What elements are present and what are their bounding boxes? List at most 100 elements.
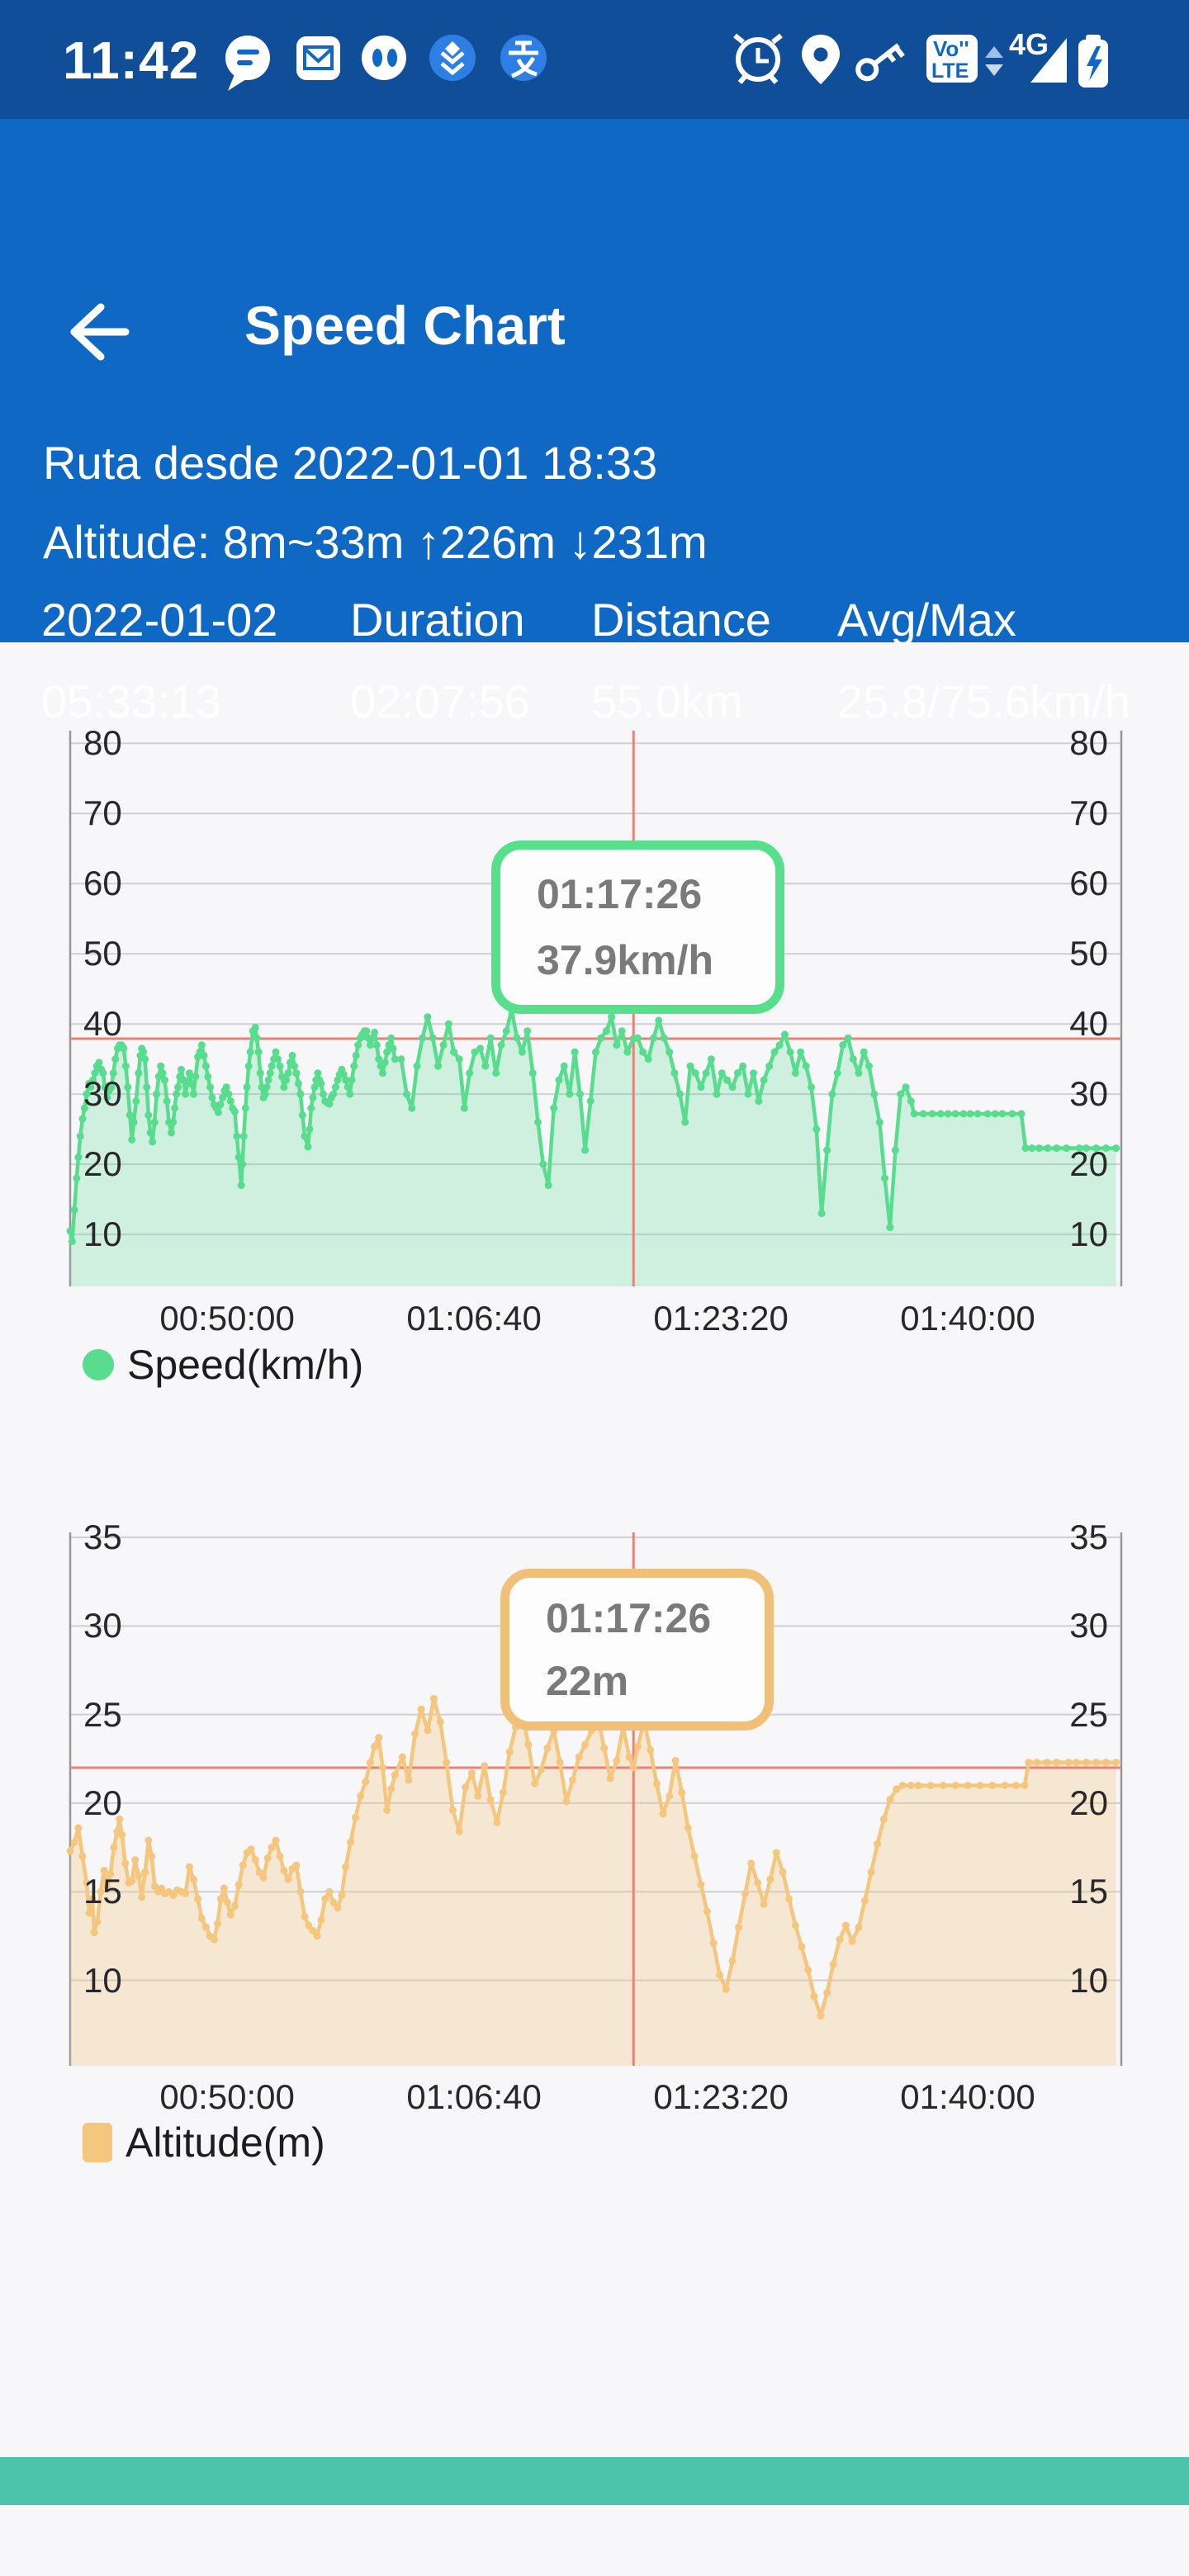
data-point bbox=[492, 1069, 500, 1077]
data-point bbox=[201, 1923, 210, 1931]
data-point bbox=[964, 1782, 972, 1789]
data-point bbox=[163, 1097, 171, 1106]
data-point bbox=[387, 1034, 396, 1042]
altitude-legend-label: Altitude(m) bbox=[126, 2119, 325, 2166]
data-point bbox=[1053, 1144, 1061, 1153]
data-point bbox=[239, 1132, 248, 1140]
data-point bbox=[103, 1093, 111, 1101]
battery-icon bbox=[1078, 35, 1108, 88]
data-point bbox=[301, 1912, 309, 1920]
data-point bbox=[486, 1796, 495, 1804]
data-point bbox=[87, 1083, 95, 1091]
data-point bbox=[417, 1705, 425, 1713]
data-point bbox=[1017, 1110, 1026, 1118]
data-point bbox=[241, 1104, 249, 1112]
data-point bbox=[223, 1898, 231, 1906]
data-point bbox=[383, 1807, 391, 1814]
data-point bbox=[173, 1090, 181, 1098]
data-point bbox=[201, 1062, 210, 1070]
stat-distance: Distance 55.0km bbox=[591, 593, 946, 728]
data-point bbox=[770, 1048, 779, 1056]
data-point bbox=[817, 1210, 826, 1218]
data-point bbox=[190, 1090, 197, 1098]
data-point bbox=[100, 1867, 108, 1874]
data-point bbox=[97, 1887, 105, 1896]
data-point bbox=[200, 1051, 208, 1059]
data-point bbox=[455, 1055, 463, 1063]
data-point bbox=[744, 1090, 752, 1098]
data-point bbox=[1073, 1759, 1081, 1767]
data-point bbox=[944, 1110, 952, 1118]
data-point bbox=[352, 1813, 360, 1821]
speed-legend: Speed(km/h) bbox=[83, 1341, 363, 1389]
data-point bbox=[849, 1055, 857, 1063]
data-point bbox=[455, 1827, 463, 1835]
app-bar: Speed Chart Ruta desde 2022-01-01 18:33 … bbox=[0, 119, 1189, 727]
speed-tooltip-value: 37.9km/h bbox=[537, 937, 714, 983]
data-point bbox=[368, 1034, 377, 1042]
speed-area-fill bbox=[70, 1010, 1116, 1286]
data-point bbox=[723, 1076, 732, 1084]
data-point bbox=[718, 1069, 726, 1077]
speed-chart[interactable] bbox=[66, 731, 1123, 1286]
data-point bbox=[1043, 1759, 1051, 1767]
data-point bbox=[148, 1852, 156, 1860]
data-point bbox=[329, 1090, 338, 1098]
data-point bbox=[295, 1079, 302, 1087]
data-point bbox=[208, 1093, 216, 1101]
chat-icon bbox=[225, 36, 270, 91]
data-point bbox=[343, 1083, 352, 1091]
data-point bbox=[141, 1868, 149, 1877]
data-point bbox=[276, 1062, 284, 1070]
data-point bbox=[639, 1048, 647, 1056]
data-point bbox=[1092, 1759, 1100, 1767]
data-point bbox=[352, 1051, 360, 1059]
data-point bbox=[760, 1076, 768, 1084]
data-point bbox=[618, 1027, 626, 1035]
speed-tooltip: 01:17:26 37.9km/h bbox=[491, 841, 784, 1014]
data-point bbox=[976, 1782, 984, 1789]
data-point bbox=[841, 1921, 850, 1930]
data-point bbox=[124, 1083, 132, 1091]
data-point bbox=[185, 1069, 193, 1077]
data-point bbox=[1021, 1144, 1030, 1153]
status-bar-icons: Vo'' LTE 4G bbox=[225, 27, 1108, 91]
data-point bbox=[153, 1090, 161, 1098]
data-point bbox=[566, 1090, 574, 1098]
data-point bbox=[132, 1097, 140, 1106]
data-point bbox=[697, 1083, 705, 1091]
data-point bbox=[839, 1041, 847, 1049]
data-point bbox=[983, 1110, 992, 1118]
data-point bbox=[74, 1153, 83, 1162]
data-point bbox=[192, 1073, 200, 1081]
data-point bbox=[317, 1916, 325, 1925]
data-point bbox=[178, 1065, 185, 1073]
data-point bbox=[647, 1746, 655, 1754]
data-point bbox=[190, 1875, 197, 1883]
data-point bbox=[666, 1048, 674, 1056]
data-point bbox=[560, 1062, 568, 1070]
volte-bottom-label: LTE bbox=[931, 59, 969, 83]
data-point bbox=[325, 1100, 334, 1108]
data-point bbox=[537, 1765, 545, 1773]
data-point bbox=[597, 1034, 605, 1042]
data-point bbox=[602, 1027, 610, 1035]
data-point bbox=[919, 1110, 927, 1118]
data-point bbox=[135, 1069, 143, 1077]
network-4g-icon: 4G bbox=[985, 27, 1067, 83]
data-point bbox=[513, 1034, 521, 1042]
data-point bbox=[296, 1887, 305, 1896]
network-type-label: 4G bbox=[1009, 27, 1049, 61]
back-button[interactable] bbox=[58, 294, 137, 370]
data-point bbox=[973, 1110, 982, 1118]
data-point bbox=[264, 1076, 272, 1084]
data-point bbox=[697, 1881, 705, 1889]
data-point bbox=[280, 1083, 288, 1091]
data-point bbox=[194, 1895, 202, 1903]
data-point bbox=[210, 1935, 218, 1944]
data-point bbox=[666, 1792, 674, 1800]
contacts-icon bbox=[362, 36, 406, 80]
data-point bbox=[246, 1048, 254, 1056]
data-point bbox=[534, 1118, 542, 1126]
